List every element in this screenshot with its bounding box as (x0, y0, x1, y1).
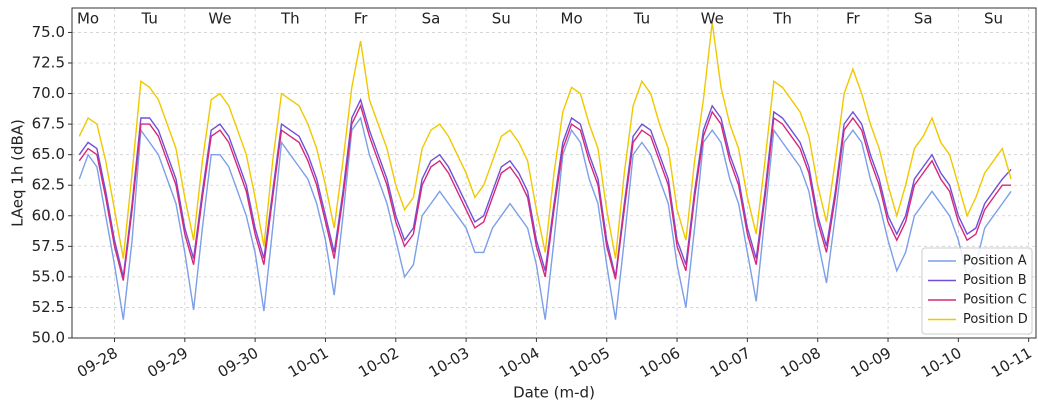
legend-label: Position D (963, 312, 1028, 327)
x-tick-label: 10-05 (566, 344, 613, 381)
y-axis-label: LAeq 1h (dBA) (9, 119, 27, 227)
day-label: Tu (140, 10, 157, 28)
day-label: Fr (846, 10, 861, 28)
day-label: Fr (354, 10, 369, 28)
day-label: Mo (77, 10, 99, 28)
day-label: Tu (633, 10, 650, 28)
plot-frame (71, 7, 1037, 339)
series-line (78, 116, 1012, 320)
series-line (78, 97, 1012, 278)
x-tick-label: 09-30 (215, 344, 262, 381)
x-tick-label: 10-10 (918, 344, 965, 381)
day-label: Su (984, 10, 1003, 28)
x-tick-label: 10-09 (848, 344, 895, 381)
legend: Position A Position B Position C Position D (921, 247, 1033, 335)
x-tick-label: 10-03 (426, 344, 473, 381)
day-label: Mo (561, 10, 583, 28)
x-tick-label: 09-29 (144, 344, 191, 381)
y-tick-label: 52.5 (32, 298, 65, 316)
x-tick-label: 10-02 (355, 344, 402, 381)
x-axis-label: Date (m-d) (513, 384, 595, 402)
y-tick-label: 72.5 (32, 54, 65, 72)
legend-label: Position A (963, 254, 1027, 269)
x-tick-label: 10-11 (988, 344, 1035, 381)
x-tick-label: 10-08 (777, 344, 824, 381)
x-tick-label: 09-28 (74, 344, 121, 381)
y-tick-label: 70.0 (32, 84, 65, 102)
day-label: Sa (422, 10, 441, 28)
series-line (78, 103, 1012, 281)
day-label: Sa (914, 10, 933, 28)
x-tick-label: 10-04 (496, 344, 543, 381)
series-line (78, 22, 1012, 259)
legend-box (921, 247, 1033, 335)
y-tick-label: 65.0 (32, 145, 65, 163)
day-label: Th (280, 10, 300, 28)
y-tick-label: 50.0 (32, 329, 65, 347)
y-tick-label: 67.5 (32, 115, 65, 133)
day-label: Su (492, 10, 511, 28)
day-label: Th (772, 10, 792, 28)
day-label: We (701, 10, 724, 28)
y-tick-label: 57.5 (32, 237, 65, 255)
y-tick-label: 55.0 (32, 267, 65, 285)
x-tick-label: 10-06 (637, 344, 684, 381)
legend-label: Position C (963, 293, 1027, 308)
day-label: We (208, 10, 231, 28)
legend-label: Position B (963, 273, 1027, 288)
y-tick-label: 75.0 (32, 23, 65, 41)
x-tick-label: 10-01 (285, 344, 332, 381)
x-tick-label: 10-07 (707, 344, 754, 381)
y-tick-label: 62.5 (32, 176, 65, 194)
y-tick-label: 60.0 (32, 206, 65, 224)
